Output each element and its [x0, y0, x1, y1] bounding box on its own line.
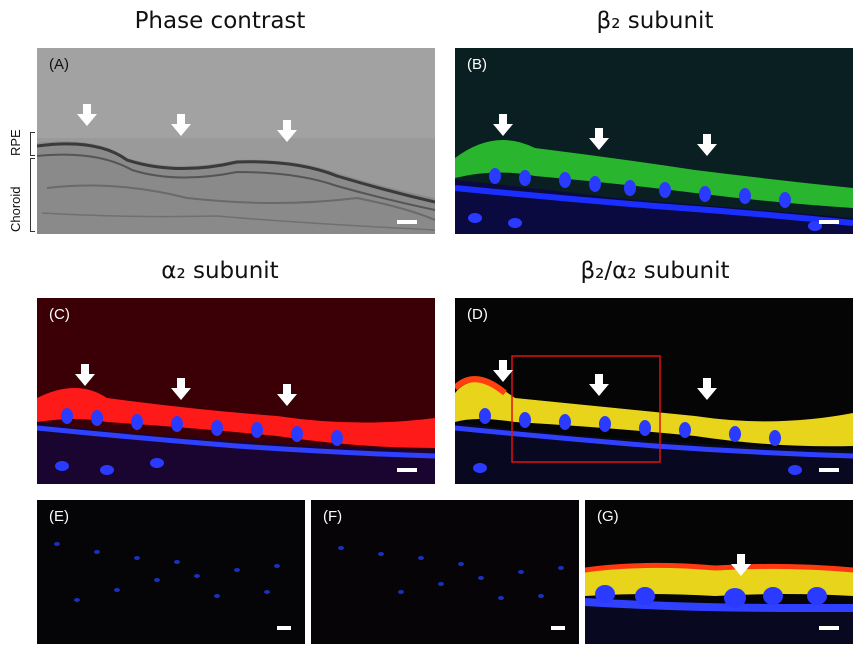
panel-e-image — [37, 500, 305, 644]
arrow-a2-icon — [171, 114, 191, 136]
scale-bar-c — [397, 468, 417, 472]
arrow-a3-icon — [277, 120, 297, 142]
scale-bar-f — [551, 626, 565, 630]
arrow-d2-icon — [589, 374, 609, 396]
panel-a-label: (A) — [49, 56, 69, 73]
panel-d-label: (D) — [467, 306, 488, 323]
panel-g-label: (G) — [597, 508, 619, 525]
title-phase-contrast: Phase contrast — [134, 8, 306, 34]
scale-bar-e — [277, 626, 291, 630]
arrow-a1-icon — [77, 104, 97, 126]
arrow-b3-icon — [697, 134, 717, 156]
scale-bar-b — [819, 220, 839, 224]
zoom-region-box — [511, 355, 661, 463]
panel-e-label: (E) — [49, 508, 69, 525]
arrow-b2-icon — [589, 128, 609, 150]
title-beta2: β₂ subunit — [596, 8, 714, 34]
choroid-label: Choroid — [8, 186, 23, 232]
panel-c-image — [37, 298, 435, 484]
arrow-d1-icon — [493, 360, 513, 382]
panel-b-image — [455, 48, 853, 234]
scale-bar-g — [819, 626, 839, 630]
panel-a-image — [37, 48, 435, 234]
arrow-d3-icon — [697, 378, 717, 400]
rpe-brace — [30, 132, 35, 156]
panel-f-control: (F) — [311, 500, 579, 644]
arrow-c3-icon — [277, 384, 297, 406]
panel-e-control: (E) — [37, 500, 305, 644]
panel-a-phase-contrast: (A) — [37, 48, 435, 234]
arrow-b1-icon — [493, 114, 513, 136]
panel-g-image — [585, 500, 853, 644]
arrow-c1-icon — [75, 364, 95, 386]
scale-bar-a — [397, 220, 417, 224]
panel-b-beta2: (B) — [455, 48, 853, 234]
panel-b-label: (B) — [467, 56, 487, 73]
title-alpha2: α₂ subunit — [161, 258, 279, 284]
choroid-brace — [30, 158, 35, 232]
panel-g-zoom: (G) — [585, 500, 853, 644]
panel-d-merged: (D) — [455, 298, 853, 484]
panel-c-alpha2: (C) — [37, 298, 435, 484]
title-beta2-alpha2: β₂/α₂ subunit — [580, 258, 730, 284]
panel-f-image — [311, 500, 579, 644]
panel-d-image — [455, 298, 853, 484]
scale-bar-d — [819, 468, 839, 472]
arrow-g1-icon — [731, 554, 751, 576]
panel-c-label: (C) — [49, 306, 70, 323]
panel-f-label: (F) — [323, 508, 343, 525]
arrow-c2-icon — [171, 378, 191, 400]
rpe-label: RPE — [8, 129, 23, 156]
